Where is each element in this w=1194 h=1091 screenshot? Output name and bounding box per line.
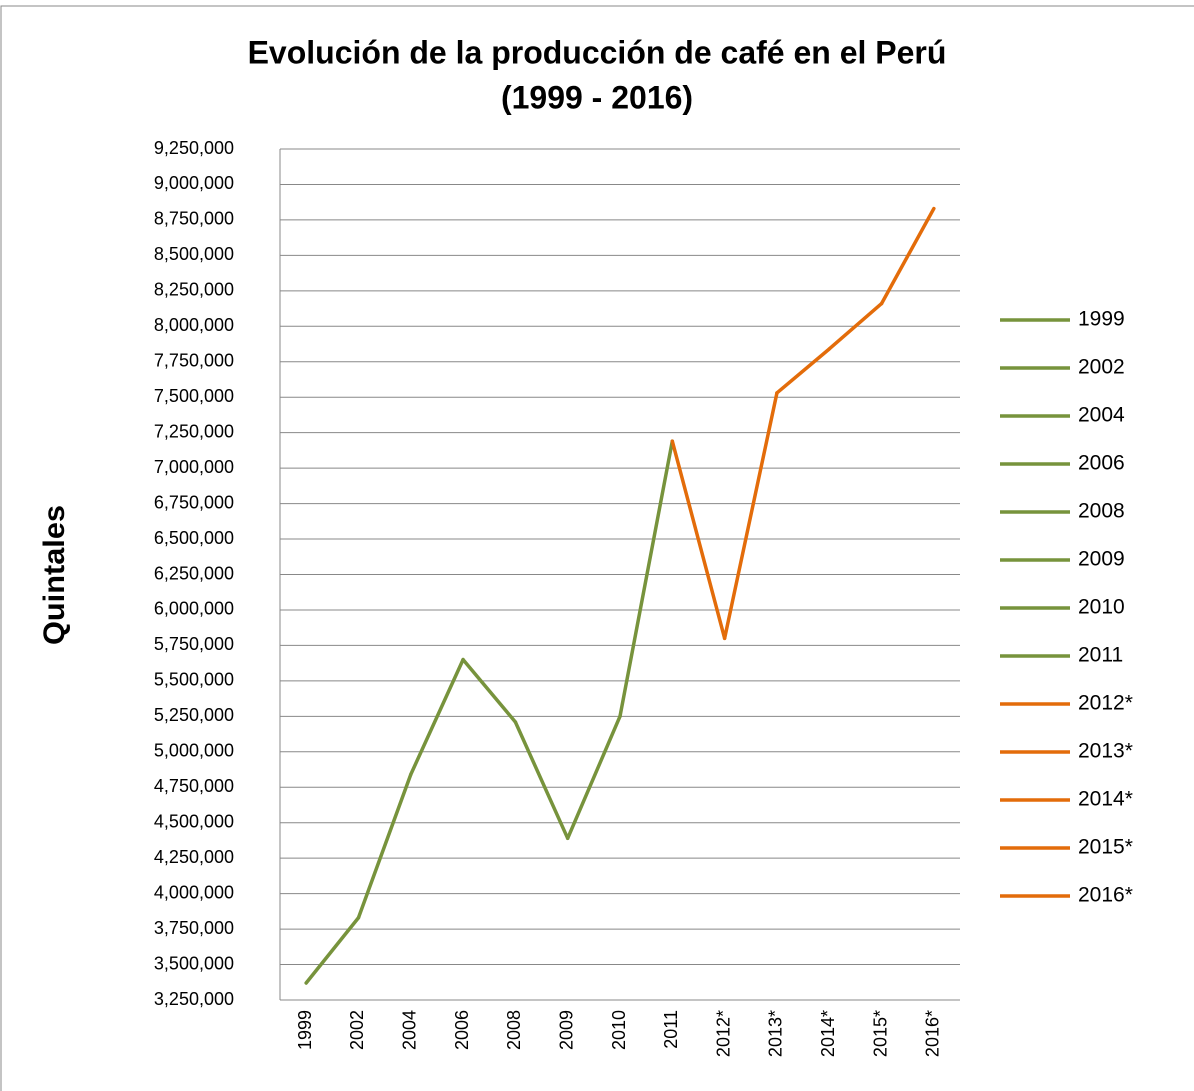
y-axis-label: Quintales (38, 505, 71, 645)
x-tick-label: 2014* (818, 1010, 838, 1057)
y-tick-label: 8,000,000 (154, 315, 234, 335)
y-tick-label: 4,750,000 (154, 776, 234, 796)
legend-label: 2016* (1078, 884, 1133, 907)
line-segment (827, 301, 884, 351)
x-tick-label: 2002 (347, 1010, 367, 1050)
legend-label: 2015* (1078, 836, 1133, 859)
x-tick-label: 2004 (400, 1010, 420, 1050)
y-tick-label: 3,500,000 (154, 953, 234, 973)
x-tick-label: 1999 (295, 1010, 315, 1050)
x-tick-label: 2016* (923, 1010, 943, 1057)
y-tick-label: 8,500,000 (154, 244, 234, 264)
legend-label: 1999 (1078, 308, 1125, 331)
line-segment (513, 720, 570, 841)
y-tick-label: 7,750,000 (154, 351, 234, 371)
x-tick-label: 2012* (713, 1010, 733, 1057)
line-segment (565, 714, 622, 841)
legend-label: 2013* (1078, 740, 1133, 763)
line-segment (356, 772, 413, 920)
line-segment (670, 439, 727, 641)
x-tick-label: 2006 (452, 1010, 472, 1050)
chart-border (0, 5, 1194, 1091)
legend-label: 2004 (1078, 404, 1125, 427)
y-tick-label: 8,750,000 (154, 209, 234, 229)
legend-label: 2009 (1078, 548, 1125, 571)
chart-subtitle: (1999 - 2016) (501, 79, 693, 115)
x-tick-label: 2008 (504, 1010, 524, 1050)
legend-label: 2011 (1078, 644, 1123, 667)
y-tick-label: 5,750,000 (154, 634, 234, 654)
y-tick-label: 3,750,000 (154, 918, 234, 938)
chart-title: Evolución de la producción de café en el… (248, 34, 947, 70)
line-segment (722, 391, 779, 641)
legend-label: 2014* (1078, 788, 1133, 811)
line-segment (304, 915, 361, 985)
y-tick-label: 4,250,000 (154, 847, 234, 867)
y-tick-label: 3,250,000 (154, 989, 234, 1009)
legend-label: 2006 (1078, 452, 1125, 475)
y-tick-label: 9,250,000 (154, 138, 234, 158)
legend-label: 2008 (1078, 500, 1125, 523)
line-segment (461, 657, 518, 724)
y-tick-label: 5,500,000 (154, 670, 234, 690)
y-tick-label: 6,000,000 (154, 599, 234, 619)
y-tick-label: 6,250,000 (154, 563, 234, 583)
y-tick-label: 4,500,000 (154, 811, 234, 831)
line-segment (879, 206, 936, 306)
legend-label: 2002 (1078, 356, 1125, 379)
y-tick-label: 9,000,000 (154, 173, 234, 193)
y-tick-label: 7,000,000 (154, 457, 234, 477)
y-tick-label: 8,250,000 (154, 280, 234, 300)
x-tick-label: 2013* (766, 1010, 786, 1057)
line-segment (618, 439, 675, 719)
y-tick-label: 4,000,000 (154, 882, 234, 902)
y-tick-label: 5,250,000 (154, 705, 234, 725)
line-segment (409, 657, 465, 777)
x-tick-label: 2010 (609, 1010, 629, 1050)
y-tick-label: 6,750,000 (154, 492, 234, 512)
x-tick-label: 2011 (661, 1010, 681, 1049)
legend-label: 2012* (1078, 692, 1133, 715)
y-tick-label: 5,000,000 (154, 741, 234, 761)
x-tick-label: 2015* (870, 1010, 890, 1057)
legend-label: 2010 (1078, 596, 1125, 619)
y-tick-label: 7,500,000 (154, 386, 234, 406)
line-segment (775, 347, 831, 395)
y-tick-label: 6,500,000 (154, 528, 234, 548)
x-tick-label: 2009 (556, 1010, 576, 1050)
y-tick-label: 7,250,000 (154, 421, 234, 441)
